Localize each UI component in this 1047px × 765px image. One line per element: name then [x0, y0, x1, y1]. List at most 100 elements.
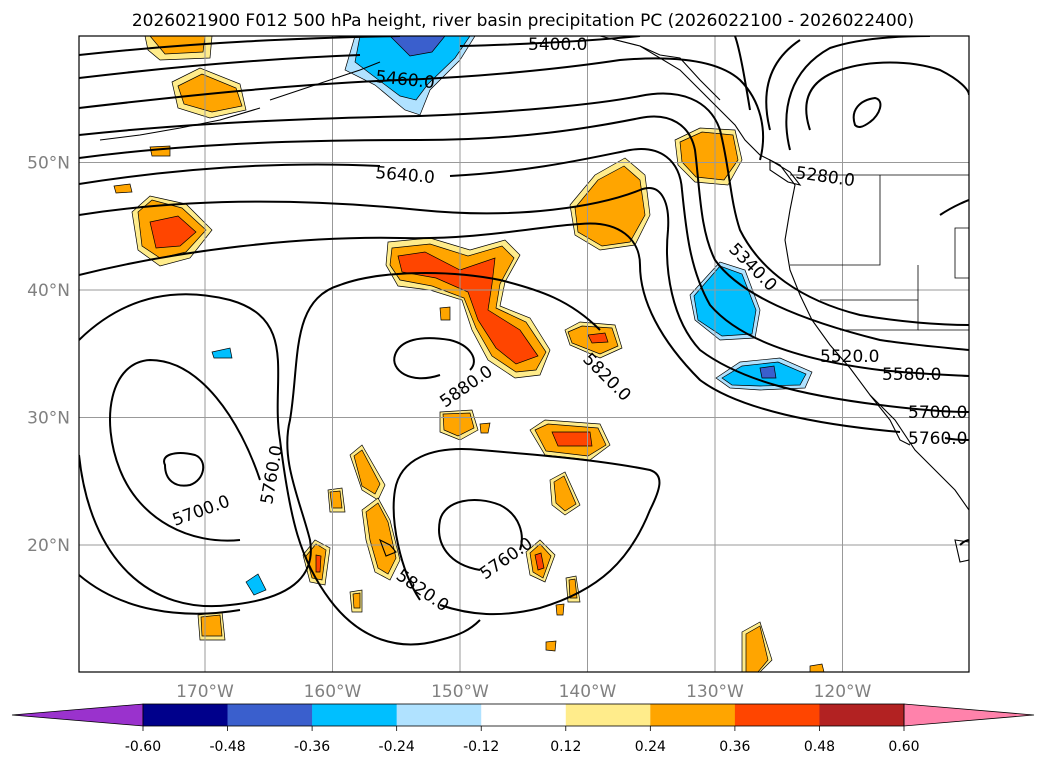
colorbar-tick-label: -0.60 [125, 739, 161, 755]
contour-line [79, 293, 481, 646]
contour-line [79, 148, 969, 377]
contour-label: 5520.0 [820, 347, 879, 367]
precip-blob [352, 592, 361, 609]
precip-blob [211, 347, 233, 359]
contour-line [392, 448, 661, 616]
contour-line [79, 272, 601, 608]
latitude-tick-labels: 20°N 30°N 40°N 50°N [27, 154, 70, 557]
chart-title: 2026021900 F012 500 hPa height, river ba… [132, 11, 914, 31]
baja-california [869, 394, 911, 446]
map-frame [78, 35, 970, 673]
contour-label: 5700.0 [908, 403, 967, 423]
precip-blob [534, 552, 545, 571]
colorbar-tick-label: 0.60 [888, 739, 919, 755]
lon-tick-label: 140°W [559, 682, 617, 702]
colorbar-tick-label: 0.48 [804, 739, 835, 755]
longitude-tick-labels: 170°W 160°W 150°W 140°W 130°W 120°W [176, 682, 871, 702]
colorbar-tick-label: -0.36 [294, 739, 330, 755]
precip-blob [200, 614, 223, 637]
lat-tick-label: 40°N [27, 281, 70, 301]
precip-blob [354, 36, 471, 101]
precip-blob [442, 412, 475, 437]
colorbar-swatch [227, 704, 313, 726]
colorbar-extend-max [903, 703, 1035, 727]
colorbar-tick-label: -0.24 [379, 739, 415, 755]
lon-tick-label: 170°W [176, 682, 234, 702]
lon-tick-label: 160°W [304, 682, 362, 702]
precip-blob [149, 215, 197, 249]
precip-blob [555, 603, 565, 616]
precip-blob [568, 578, 578, 599]
contour-line [79, 36, 401, 56]
graticule [79, 36, 969, 672]
contour-line [79, 36, 641, 79]
precip-blob [397, 251, 539, 365]
lon-tick-label: 150°W [431, 682, 489, 702]
contour-line [785, 36, 931, 151]
colorbar-extend-min [11, 703, 144, 727]
colorbar-tick-label: -0.12 [463, 739, 499, 755]
precip-blob [553, 475, 577, 512]
contour-line [79, 92, 969, 326]
alaska-peninsula [269, 61, 381, 101]
lat-tick-label: 50°N [27, 154, 70, 174]
precip-blob [551, 431, 593, 447]
precip-blob [389, 36, 446, 57]
colorbar-tick-label: -0.48 [209, 739, 245, 755]
contour-line [163, 452, 205, 487]
political-borders [790, 174, 969, 331]
precip-blob [439, 306, 451, 321]
lat-tick-label: 30°N [27, 409, 70, 429]
contour-line [852, 96, 882, 128]
contour-line [79, 115, 969, 351]
contour-line [438, 499, 523, 571]
colorbar-swatch [565, 704, 651, 726]
colorbar: -0.60 -0.48 -0.36 -0.24 -0.12 0.12 0.24 0.36 0.4… [11, 703, 1035, 755]
colorbar-swatch [143, 704, 228, 726]
precip-blob [745, 625, 769, 672]
contour-label: 5400.0 [528, 35, 587, 55]
contour-line [765, 39, 801, 131]
precip-blob [574, 165, 646, 247]
colorbar-swatch [481, 704, 567, 726]
colorbar-swatch [312, 704, 397, 726]
contour-line [734, 36, 751, 111]
colorbar-swatch [396, 704, 482, 726]
colorbar-tick-label: 0.24 [635, 739, 666, 755]
contour-line [79, 187, 969, 413]
precip-blob [329, 490, 343, 509]
lon-tick-label: 130°W [686, 682, 744, 702]
precip-blob [315, 554, 322, 573]
lon-tick-label: 120°W [814, 682, 872, 702]
precip-blob [245, 573, 267, 596]
precip-blob [759, 365, 777, 379]
colorbar-swatch [819, 704, 905, 726]
precip-blob [479, 422, 491, 434]
contour-label: 5580.0 [882, 365, 941, 385]
state-border [954, 227, 969, 279]
colorbar-tick-label: 0.36 [719, 739, 750, 755]
colorbar-outline [142, 703, 905, 727]
precip-blob [149, 145, 171, 157]
hawaii [378, 538, 397, 557]
lat-tick-label: 20°N [27, 536, 70, 556]
precip-blob [545, 640, 557, 652]
height-contours [79, 36, 969, 646]
contour-line [109, 358, 261, 542]
contour-line [393, 337, 475, 380]
north-america-coast [599, 36, 969, 511]
colorbar-swatch [650, 704, 736, 726]
precip-blob [587, 332, 609, 344]
precip-blob [353, 449, 381, 495]
contour-line [79, 574, 241, 615]
colorbar-swatch [734, 704, 820, 726]
contour-line [79, 57, 764, 161]
colorbar-tick-label: 0.12 [550, 739, 581, 755]
coastlines [99, 36, 969, 563]
aleutian-islands [99, 107, 261, 141]
precip-blob [809, 663, 825, 672]
contour-label: 5760.0 [908, 429, 967, 449]
state-border [790, 175, 881, 266]
contour-line [805, 61, 969, 131]
